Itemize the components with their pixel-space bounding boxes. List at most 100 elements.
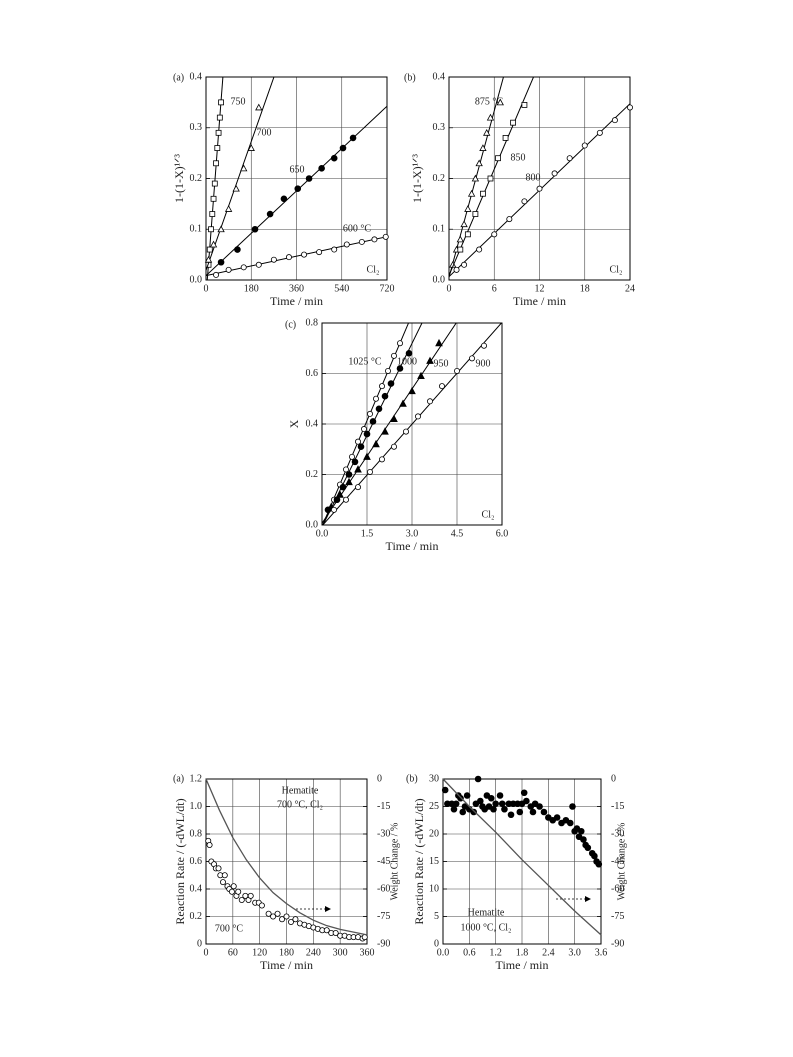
curve [205,778,368,936]
chart: 0 180 360 540 720 0.0 0.1 0.2 0.3 0.4 (a) Time / mi… [172,71,395,308]
y-tick-label: 5 [434,911,439,922]
point [219,879,226,886]
point [435,338,443,347]
panel-label: (b) [406,773,418,784]
point [396,340,403,347]
point [279,916,286,923]
point [255,103,263,111]
point [569,803,576,810]
annotation: Hematite [468,907,505,918]
point [510,119,517,126]
point [372,439,380,448]
panel-label: (c) [285,319,296,330]
series-label: 900 [476,358,491,369]
point [274,910,281,917]
y2-tick-label: 0 [377,773,382,784]
y-tick-label: 0.0 [433,274,446,285]
panel-label: (b) [404,72,416,83]
x-tick-label: 360 [360,947,375,958]
point [217,225,225,233]
point [238,897,245,904]
point [540,808,548,816]
point [251,225,259,233]
y-tick-label: 0 [197,938,202,949]
point [339,144,347,152]
fit-line [322,323,423,525]
x-tick-label: 1.8 [516,947,529,958]
point [366,468,373,475]
point [498,800,506,808]
point [372,395,379,402]
x-axis-label: Time / min [270,294,323,308]
fit-line [449,77,535,276]
x-tick-label: 1.2 [489,947,502,958]
annotation: 1000 °C, Cl₂ [460,922,511,933]
fit-line [206,77,275,271]
point [216,114,223,121]
point [363,430,371,438]
point [390,443,397,450]
point [516,808,524,816]
point [280,195,288,203]
y2-tick-label: -90 [611,938,624,949]
point [285,254,292,261]
point [523,797,530,805]
x-tick-label: 540 [334,283,349,294]
point [471,174,480,182]
plot-frame [205,76,388,281]
point [581,142,588,149]
point [214,145,221,151]
point [323,927,330,934]
point [230,883,237,890]
point [342,496,349,503]
point [480,190,486,197]
y-tick-label: 30 [429,773,439,784]
point [441,786,449,794]
x-tick-label: 3.6 [595,947,608,958]
point [464,231,471,238]
y2-tick-label: -60 [377,883,390,894]
y-tick-label: 1.0 [190,801,203,812]
y-tick-label: 0.4 [190,883,203,894]
annotation: 700 °C [215,923,243,934]
series-label: 650 [290,164,305,175]
point [536,803,543,810]
point [480,342,487,349]
point [213,271,220,278]
point [381,427,389,435]
point [461,261,468,268]
series-label: 950 [434,358,449,369]
point [506,216,513,223]
y-tick-label: 25 [429,801,439,812]
point [209,211,216,217]
y-tick-label: 20 [429,828,439,839]
point [402,428,409,435]
point [228,888,235,895]
x-axis-label: Time / min [513,294,566,308]
point [463,792,471,799]
point [266,210,274,218]
annotation: Cl₂ [610,264,623,275]
y-tick-label: 0.4 [433,71,446,82]
plot-frame [321,322,503,526]
x-tick-label: 120 [252,947,267,958]
point [387,380,395,387]
point [453,266,460,273]
point [438,383,445,390]
x-tick-label: 0.6 [463,947,476,958]
point [520,789,528,797]
point [426,398,433,405]
point [501,805,508,813]
series-label: 700 [257,127,272,138]
y-axis-label: X [287,419,301,428]
panel-label: (a) [173,72,184,83]
point [332,930,339,937]
point [204,255,213,263]
annotation: Hematite [282,785,319,796]
y2-tick-label: -45 [377,856,390,867]
point [247,892,254,899]
point [474,775,482,783]
point [357,443,365,451]
point [316,249,323,256]
x-tick-label: 3.0 [406,528,419,539]
